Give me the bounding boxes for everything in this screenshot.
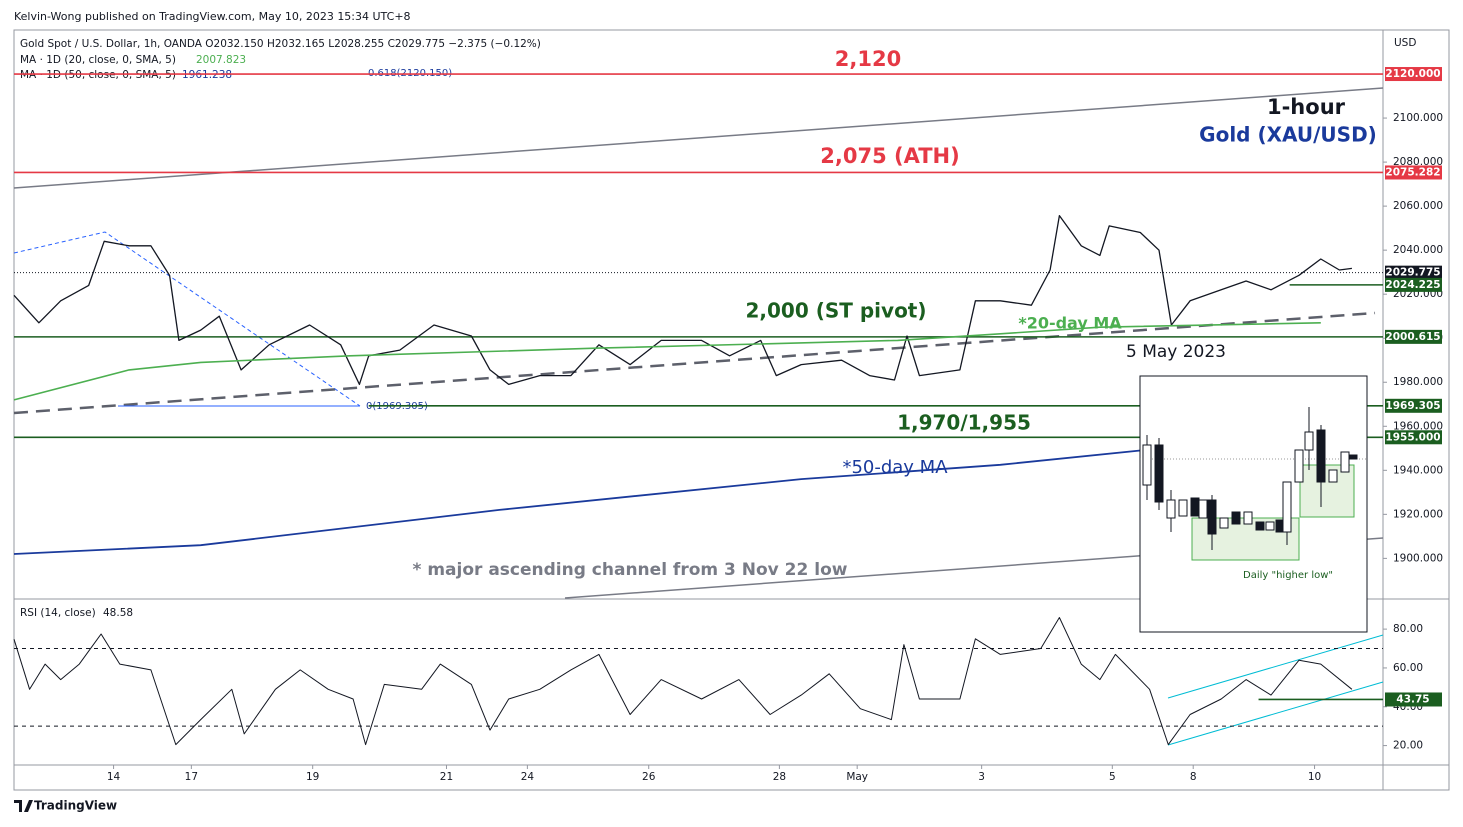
- annotation: * major ascending channel from 3 Nov 22 …: [413, 560, 848, 580]
- price-label-box: [1385, 265, 1442, 280]
- x-tick-label: 17: [185, 771, 198, 783]
- inset-candle: [1316, 429, 1326, 483]
- rsi-channel: [1167, 634, 1384, 699]
- rsi-channel: [1167, 681, 1384, 746]
- inset-box: [1299, 464, 1355, 518]
- y-tick-label: 1960.000: [1393, 420, 1443, 432]
- inset-candle: [1328, 469, 1338, 483]
- symbol-legend: Gold Spot / U.S. Dollar, 1h, OANDA O2032…: [20, 38, 541, 50]
- price-label: 2075.282: [1385, 166, 1440, 178]
- inset-candle: [1178, 499, 1188, 517]
- currency: USD: [1394, 37, 1416, 49]
- annotation: 1,970/1,955: [897, 411, 1031, 435]
- x-tick-label: 5: [1109, 771, 1116, 783]
- annotation: 1-hour: [1267, 95, 1346, 119]
- inset-candle: [1340, 451, 1350, 473]
- inset-candle: [1198, 499, 1208, 519]
- ma20-value: 2007.823: [196, 54, 246, 66]
- annotation: 5 May 2023: [1126, 342, 1226, 362]
- y-tick-label: 1920.000: [1393, 508, 1443, 520]
- price-label: 2029.775: [1385, 267, 1440, 279]
- y-tick-label: 20.00: [1393, 740, 1423, 752]
- price-label-box: [1385, 277, 1442, 292]
- inset-candle: [1294, 449, 1304, 483]
- y-tick-label: 60.00: [1393, 662, 1423, 674]
- price-label-box: [1385, 165, 1442, 180]
- annotation: 2,120: [835, 47, 901, 71]
- inset-candle: [1255, 521, 1265, 531]
- annotation: 2,075 (ATH): [820, 144, 959, 168]
- inset-candle: [1231, 511, 1241, 525]
- y-tick-label: 2060.000: [1393, 200, 1443, 212]
- x-tick-label: 28: [773, 771, 786, 783]
- rsi-value: 48.58: [103, 607, 133, 619]
- annotation: *50-day MA: [842, 457, 948, 478]
- inset-candle: [1166, 499, 1176, 519]
- price-label-box: [1385, 430, 1442, 445]
- inset-candle: [1243, 511, 1253, 525]
- price-label-box: [1385, 692, 1442, 707]
- ma50-value: 1961.238: [182, 69, 232, 81]
- x-tick-label: 14: [107, 771, 121, 783]
- channel-line: [13, 87, 1384, 189]
- y-tick-label: 1900.000: [1393, 552, 1443, 564]
- inset-candle: [1142, 444, 1152, 486]
- inset-candle: [1190, 497, 1200, 517]
- annotation: Gold (XAU/USD): [1199, 123, 1377, 147]
- x-tick-label: 19: [306, 771, 319, 783]
- inset-candle: [1219, 517, 1229, 529]
- rsi-legend: RSI (14, close): [20, 607, 96, 619]
- y-tick-label: 2080.000: [1393, 156, 1443, 168]
- price-label: 43.75: [1396, 693, 1429, 705]
- y-tick-label: 80.00: [1393, 623, 1423, 635]
- inset-candle: [1154, 444, 1164, 503]
- price-label-box: [1385, 329, 1442, 344]
- y-tick-label: 1940.000: [1393, 464, 1443, 476]
- brand-logo: [14, 800, 33, 812]
- x-tick-label: 24: [521, 771, 535, 783]
- x-tick-label: 8: [1190, 771, 1197, 783]
- inset: Daily "higher low": [1139, 375, 1368, 633]
- series-line: [13, 322, 1321, 401]
- x-tick-label: 10: [1308, 771, 1321, 783]
- series-line: [13, 449, 1141, 555]
- inset-candle: [1304, 431, 1314, 451]
- price-label: 2000.615: [1385, 331, 1440, 343]
- price-label: 2120.000: [1385, 68, 1440, 80]
- y-tick-label: 1980.000: [1393, 376, 1443, 388]
- brand: TradingView: [34, 799, 117, 813]
- fib-line: [13, 231, 361, 407]
- annotation: 2,000 (ST pivot): [745, 299, 926, 323]
- series-line: [13, 617, 1353, 746]
- trend-line: [13, 311, 1376, 415]
- price-label: 1955.000: [1385, 431, 1440, 443]
- x-tick-label: 21: [440, 771, 453, 783]
- ma20-legend: MA · 1D (20, close, 0, SMA, 5): [20, 54, 176, 66]
- price-label: 2024.225: [1385, 279, 1440, 291]
- inset-candle: [1348, 454, 1358, 460]
- ma50-legend: MA · 1D (50, close, 0, SMA, 5): [20, 69, 176, 81]
- inset-candle: [1265, 521, 1275, 531]
- series-line: [13, 214, 1352, 386]
- inset-label: Daily "higher low": [1243, 570, 1333, 581]
- y-tick-label: 2040.000: [1393, 244, 1443, 256]
- price-label: 1969.305: [1385, 400, 1440, 412]
- x-tick-label: 3: [978, 771, 985, 783]
- price-label-box: [1385, 398, 1442, 413]
- y-tick-label: 2100.000: [1393, 112, 1443, 124]
- price-label-box: [1385, 67, 1442, 82]
- x-tick-label: 26: [642, 771, 656, 783]
- inset-candle: [1207, 499, 1217, 535]
- publisher: Kelvin-Wong published on TradingView.com…: [14, 10, 411, 23]
- x-tick-label: May: [846, 771, 868, 783]
- frame: [13, 29, 1450, 791]
- inset-candle: [1282, 481, 1292, 533]
